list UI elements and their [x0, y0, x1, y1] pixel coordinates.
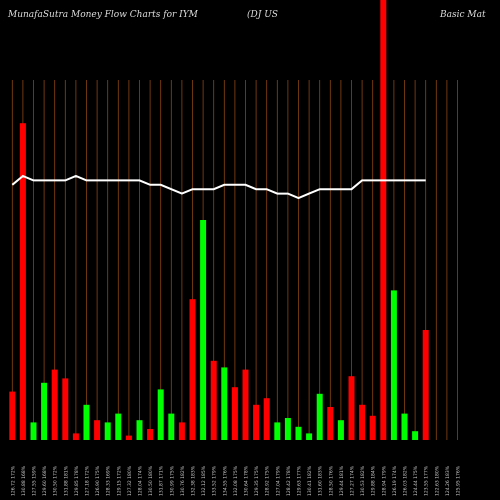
x-tick-label: 124.26 183%: [445, 465, 451, 496]
money-flow-bar: [30, 422, 37, 440]
money-flow-bar: [380, 0, 387, 440]
money-flow-bar: [51, 369, 58, 440]
money-flow-bar: [94, 420, 101, 440]
x-tick-label: 131.87 171%: [159, 465, 165, 496]
x-tick-label: 130.88 168%: [21, 465, 27, 496]
money-flow-bar: [210, 360, 217, 440]
money-flow-bar: [104, 422, 111, 440]
money-flow-bar: [72, 433, 79, 440]
money-flow-bar: [83, 404, 90, 440]
x-tick-label: 129.15 172%: [116, 465, 122, 496]
x-tick-label: 123.55 177%: [424, 465, 430, 496]
x-tick-label: 125.95 176%: [456, 465, 462, 496]
money-flow-bar: [189, 299, 196, 440]
x-tick-label: 129.60 168%: [42, 465, 48, 496]
x-tick-label: 127.55 159%: [32, 465, 38, 496]
x-tick-label: 127.04 179%: [275, 465, 281, 496]
money-flow-bar: [115, 413, 122, 440]
money-flow-bar: [337, 420, 344, 440]
x-tick-label: 130.53 182%: [360, 465, 366, 496]
x-tick-label: 131.60 183%: [318, 465, 324, 496]
x-tick-label: 128.92 175%: [265, 465, 271, 496]
x-axis-labels: 126.72 172% 130.88 168% 127.55 159% 129.60 …: [10, 465, 461, 496]
money-flow-bar: [242, 369, 249, 440]
money-flow-bar: [422, 330, 429, 440]
money-flow-bar: [168, 413, 175, 440]
money-flow-bar: [136, 420, 143, 440]
x-tick-label: 128.33 169%: [106, 465, 112, 496]
x-tick-label: 128.50 176%: [328, 465, 334, 496]
money-flow-bar: [41, 382, 48, 440]
x-tick-label: 134.55 176%: [222, 465, 228, 496]
money-flow-bar: [125, 435, 132, 440]
x-tick-label: 130.64 178%: [244, 465, 250, 496]
price-line-group: [11, 174, 426, 200]
money-flow-bar: [147, 429, 154, 440]
x-tick-label: 128.42 178%: [286, 465, 292, 496]
money-flow-bar: [327, 407, 334, 440]
money-flow-bars: [9, 0, 429, 440]
x-tick-label: 131.88 181%: [63, 465, 69, 496]
x-tick-label: 130.50 172%: [53, 465, 59, 496]
money-flow-bar: [19, 123, 26, 440]
money-flow-bar: [401, 413, 408, 440]
money-flow-bar: [200, 220, 207, 440]
x-tick-label: 132.38 183%: [191, 465, 197, 496]
money-flow-bar: [316, 393, 323, 440]
money-flow-bar: [253, 404, 260, 440]
x-tick-label: 130.41 182%: [307, 465, 313, 496]
x-tick-label: 126.72 172%: [10, 465, 16, 496]
money-flow-bar: [221, 367, 228, 440]
x-tick-label: 129.88 184%: [371, 465, 377, 496]
money-flow-bar: [412, 431, 419, 440]
chart-subtitle-right: Basic Mat: [440, 10, 486, 20]
x-tick-label: 126.03 182%: [403, 465, 409, 496]
money-flow-bar: [62, 378, 69, 440]
x-tick-label: 128.04 174%: [138, 465, 144, 496]
money-flow-bar: [390, 290, 397, 440]
x-tick-label: 126.19 174%: [392, 465, 398, 496]
x-tick-label: 129.85 178%: [74, 465, 80, 496]
x-tick-label: 132.08 175%: [233, 465, 239, 496]
x-tick-label: 129.63 177%: [297, 465, 303, 496]
money-flow-bar: [295, 426, 302, 440]
money-flow-bar: [306, 433, 313, 440]
x-tick-label: 127.27 174%: [350, 465, 356, 496]
money-flow-bar: [348, 376, 355, 440]
money-flow-bar: [263, 398, 270, 440]
x-tick-label: 124.44 175%: [413, 465, 419, 496]
money-flow-bar: [359, 404, 366, 440]
chart-title: MunafaSutra Money Flow Charts for IYM: [8, 10, 198, 20]
x-tick-label: 128.94 179%: [381, 465, 387, 496]
money-flow-bar: [9, 391, 16, 440]
money-flow-bar: [274, 422, 281, 440]
grid-lines: [11, 80, 458, 440]
x-tick-label: 130.50 180%: [148, 465, 154, 496]
money-flow-bar: [157, 389, 164, 440]
money-flow-bar: [178, 422, 185, 440]
x-tick-label: 133.52 179%: [212, 465, 218, 496]
x-tick-label: 126.90 175%: [95, 465, 101, 496]
money-flow-bar: [284, 418, 291, 440]
x-tick-label: 130.76 182%: [180, 465, 186, 496]
x-tick-label: 130.99 175%: [169, 465, 175, 496]
money-flow-bar: [231, 387, 238, 440]
x-tick-label: 129.44 181%: [339, 465, 345, 496]
price-line: [11, 174, 426, 200]
x-tick-label: 129.35 175%: [254, 465, 260, 496]
x-tick-label: 122.63 180%: [434, 465, 440, 496]
money-flow-bar: [369, 415, 376, 440]
chart-subtitle: (DJ US: [247, 10, 278, 20]
x-tick-label: 127.18 172%: [85, 465, 91, 496]
x-tick-label: 127.32 180%: [127, 465, 133, 496]
x-tick-label: 132.12 185%: [201, 465, 207, 496]
